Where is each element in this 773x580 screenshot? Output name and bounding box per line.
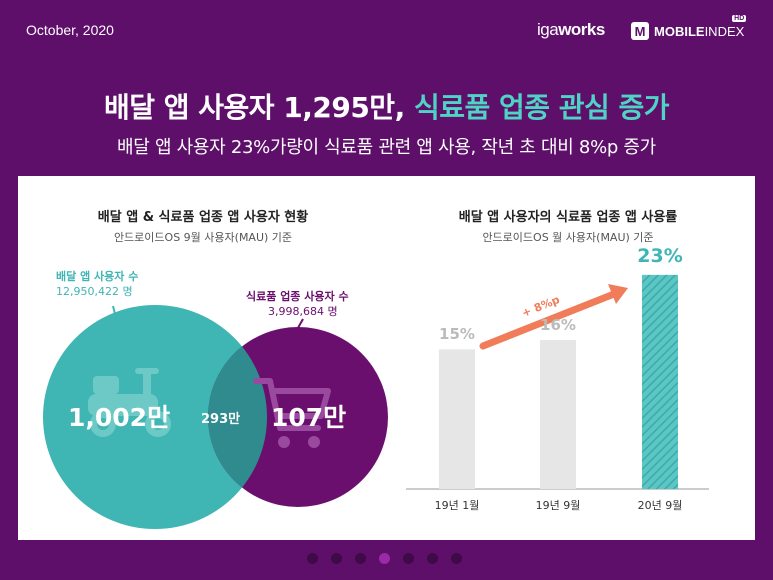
venn-title: 배달 앱 & 식료품 업종 앱 사용자 현황 [97,210,309,225]
grocery-only-value: 107만 [271,403,347,432]
bar-value-label: 15% [439,325,475,344]
overlap-value: 293만 [201,412,241,427]
bar-category-label: 19년 9월 [535,499,581,512]
pagination-dot[interactable] [427,553,438,564]
bar-1 [540,340,576,489]
pagination-dot[interactable] [307,553,318,564]
charts-svg [43,274,709,529]
mobileindex-logo: M MOBILE INDEX HD [631,15,747,40]
growth-arrow [479,284,628,350]
hd-badge: HD [732,15,747,22]
mobileindex-m-icon: M [631,22,649,40]
bar-series [439,274,678,489]
delivery-total: 12,950,422 명 [56,285,133,298]
pagination-dot[interactable] [379,553,390,564]
grocery-label: 식료품 업종 사용자 수 [246,290,349,303]
venn-subtitle: 안드로이드OS 9월 사용자(MAU) 기준 [113,231,293,244]
page-title: 배달 앱 사용자 1,295만, 식료품 업종 관심 증가 [103,91,670,124]
pagination-dots [307,553,462,564]
overlap-region [208,327,267,507]
bar-title: 배달 앱 사용자의 식료품 업종 앱 사용률 [458,210,678,225]
delivery-label: 배달 앱 사용자 수 [56,270,139,283]
report-date: October, 2020 [26,22,114,38]
venn-diagram [43,305,388,529]
bar-value-label: 23% [637,244,683,267]
delivery-connector [112,305,119,327]
pagination-dot[interactable] [451,553,462,564]
bar-value-label: 16% [540,316,576,335]
pagination-dot[interactable] [331,553,342,564]
content-panel: 배달 앱 & 식료품 업종 앱 사용자 현황 안드로이드OS 9월 사용자(MA… [18,176,755,540]
scooter-icon [88,368,171,437]
bar-subtitle: 안드로이드OS 월 사용자(MAU) 기준 [482,231,654,244]
bar-2 [642,274,678,489]
bar-category-label: 19년 1월 [434,499,480,512]
grocery-total: 3,998,684 명 [268,305,338,318]
bar-0 [439,349,475,489]
pagination-dot[interactable] [403,553,414,564]
igaworks-logo: igaworks [537,20,605,39]
grocery-connector [289,318,304,343]
delivery-only-value: 1,002만 [68,403,171,432]
bar-category-label: 20년 9월 [637,499,683,512]
pagination-dot[interactable] [355,553,366,564]
cart-icon [253,378,331,431]
page-subtitle: 배달 앱 사용자 23%가량이 식료품 관련 앱 사용, 작년 초 대비 8%p… [117,137,656,158]
